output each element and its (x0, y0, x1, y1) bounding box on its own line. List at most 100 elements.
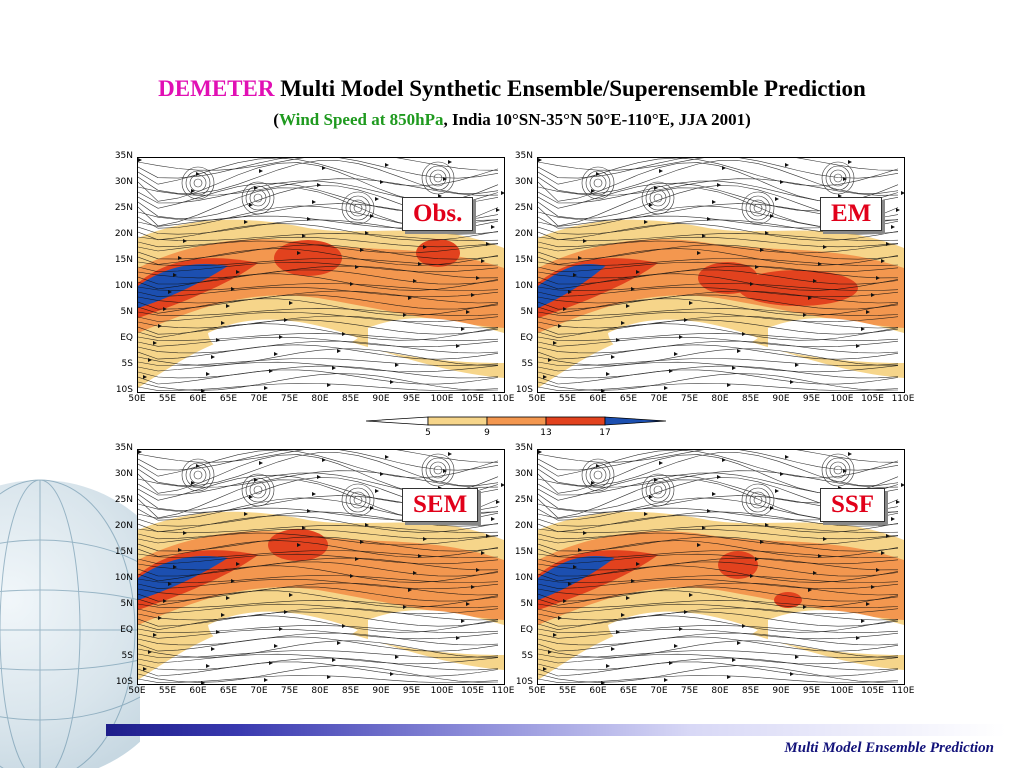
colorbar-tick-5: 5 (425, 428, 431, 438)
lat-tick-label: 25N (514, 203, 533, 213)
lon-tick-label: 90E (772, 686, 790, 696)
lat-tick-label: EQ (120, 333, 133, 343)
lon-tick-label: 65E (619, 394, 638, 404)
lon-tick-label: 70E (650, 686, 668, 696)
lat-tick-label: 10S (515, 677, 533, 687)
lon-tick-label: 75E (680, 394, 699, 404)
lat-tick-label: 15N (114, 547, 133, 557)
lon-tick-label: 60E (589, 394, 607, 404)
lat-tick-label: 5N (520, 307, 533, 317)
lat-tick-label: 10S (515, 385, 533, 395)
lon-tick-label: 95E (802, 686, 821, 696)
lon-tick-label: 95E (402, 394, 421, 404)
lon-tick-label: 90E (372, 686, 390, 696)
lat-tick-label: 30N (114, 177, 133, 187)
lat-tick-label: 10S (115, 677, 133, 687)
lat-tick-label: 10N (514, 281, 533, 291)
lat-tick-label: 20N (514, 521, 533, 531)
lat-tick-label: EQ (520, 625, 533, 635)
lon-tick-label: 90E (372, 394, 390, 404)
map-panel-obs (137, 157, 505, 393)
lon-tick-label: 75E (280, 686, 299, 696)
lon-tick-label: 50E (128, 394, 146, 404)
wind-speed-map (138, 158, 504, 392)
colorbar-tick-17: 17 (599, 428, 611, 438)
lat-tick-label: 35N (514, 151, 533, 161)
wind-speed-map (538, 450, 904, 684)
lat-tick-label: 5S (121, 359, 133, 369)
lon-tick-label: 80E (311, 686, 329, 696)
lon-tick-label: 95E (402, 686, 421, 696)
lat-tick-label: EQ (120, 625, 133, 635)
wind-speed-map (538, 158, 904, 392)
lon-tick-label: 110E (891, 686, 915, 696)
subtitle-rest: , India 10°SN-35°N 50°E-110°E, JJA 2001) (443, 110, 751, 129)
lon-tick-label: 85E (741, 394, 760, 404)
subtitle-open: ( (273, 110, 279, 129)
lat-tick-label: 15N (514, 547, 533, 557)
lon-tick-label: 105E (461, 686, 484, 696)
lat-tick-label: 5S (121, 651, 133, 661)
lon-tick-label: 90E (772, 394, 790, 404)
lat-tick-label: 20N (114, 521, 133, 531)
lon-tick-label: 70E (250, 686, 268, 696)
lat-tick-label: 10S (115, 385, 133, 395)
lon-tick-label: 100E (430, 686, 454, 696)
lat-tick-label: 5N (120, 599, 133, 609)
lon-tick-label: 65E (619, 686, 638, 696)
lon-tick-label: 110E (891, 394, 915, 404)
lon-tick-label: 50E (528, 686, 546, 696)
lon-tick-label: 80E (711, 686, 729, 696)
panel-label-sem: SEM (402, 488, 479, 522)
lon-tick-label: 85E (341, 394, 360, 404)
lat-tick-label: 30N (114, 469, 133, 479)
map-panel-em (537, 157, 905, 393)
colorbar-low (366, 416, 429, 426)
lon-tick-label: 75E (680, 686, 699, 696)
colorbar-bin-2 (486, 416, 547, 426)
lon-tick-label: 95E (802, 394, 821, 404)
lon-tick-label: 65E (219, 394, 238, 404)
slide-subtitle: (Wind Speed at 850hPa, India 10°SN-35°N … (0, 110, 1024, 130)
panel-label-em: EM (820, 197, 883, 231)
lat-tick-label: 35N (114, 443, 133, 453)
lon-tick-label: 110E (491, 394, 515, 404)
lat-tick-label: 25N (114, 203, 133, 213)
lat-tick-label: 10N (514, 573, 533, 583)
lon-tick-label: 105E (861, 686, 884, 696)
map-panel-sem (137, 449, 505, 685)
lat-tick-label: 5N (120, 307, 133, 317)
lon-tick-label: 105E (861, 394, 884, 404)
colorbar (366, 416, 666, 426)
lon-tick-label: 50E (528, 394, 546, 404)
lat-tick-label: 30N (514, 177, 533, 187)
lon-tick-label: 50E (128, 686, 146, 696)
colorbar-high (604, 416, 666, 426)
lat-tick-label: 15N (514, 255, 533, 265)
lon-tick-label: 100E (830, 686, 854, 696)
lat-tick-label: 25N (514, 495, 533, 505)
lat-tick-label: 20N (114, 229, 133, 239)
lon-tick-label: 100E (830, 394, 854, 404)
title-accent: DEMETER (158, 76, 275, 101)
lat-tick-label: 35N (114, 151, 133, 161)
colorbar-tick-9: 9 (484, 428, 490, 438)
lat-tick-label: 35N (514, 443, 533, 453)
footer-bar (106, 724, 1006, 736)
subtitle-variable: Wind Speed at 850hPa (278, 110, 444, 129)
lon-tick-label: 55E (158, 394, 177, 404)
lat-tick-label: 5S (521, 359, 533, 369)
lon-tick-label: 70E (250, 394, 268, 404)
lat-tick-label: 20N (514, 229, 533, 239)
lon-tick-label: 110E (491, 686, 515, 696)
lon-tick-label: 60E (589, 686, 607, 696)
lat-tick-label: 30N (514, 469, 533, 479)
lon-tick-label: 60E (189, 394, 207, 404)
lon-tick-label: 55E (158, 686, 177, 696)
map-panel-ssf (537, 449, 905, 685)
lat-tick-label: 15N (114, 255, 133, 265)
lon-tick-label: 75E (280, 394, 299, 404)
lat-tick-label: 10N (114, 573, 133, 583)
footer-text: Multi Model Ensemble Prediction (784, 740, 994, 756)
lon-tick-label: 60E (189, 686, 207, 696)
